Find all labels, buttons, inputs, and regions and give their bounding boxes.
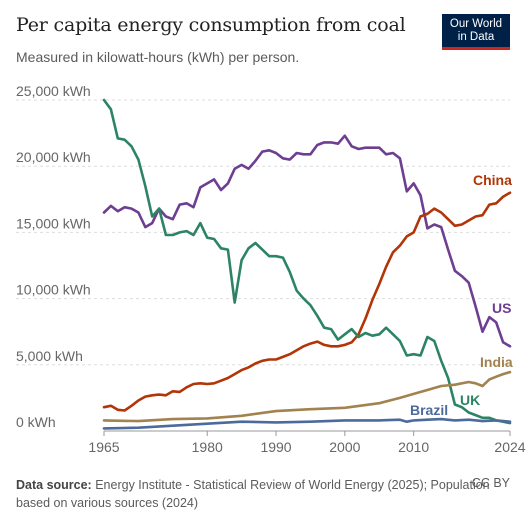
y-tick-label: 5,000 kWh <box>16 348 83 364</box>
logo-line-1: Our World <box>449 18 503 30</box>
x-tick-label: 2024 <box>494 439 525 455</box>
footer-source: Data source: Energy Institute - Statisti… <box>16 476 510 512</box>
x-tick-label: 1965 <box>88 439 119 455</box>
owid-logo[interactable]: Our World in Data <box>442 14 510 50</box>
logo-line-2: in Data <box>457 31 495 43</box>
source-text: Energy Institute - Statistical Review of… <box>16 478 490 510</box>
source-label: Data source: <box>16 478 92 492</box>
series-line-india[interactable] <box>102 370 512 423</box>
series-line-brazil[interactable] <box>102 417 512 430</box>
x-tick-label: 2000 <box>329 439 360 455</box>
series-lines <box>102 98 512 430</box>
series-label-china: China <box>473 172 512 188</box>
series-label-india: India <box>480 354 513 370</box>
series-label-uk: UK <box>460 392 480 408</box>
y-tick-label: 0 kWh <box>16 414 56 430</box>
x-tick-label: 1980 <box>192 439 223 455</box>
grid-lines <box>16 99 510 366</box>
series-labels: US China UK India Brazil <box>410 172 513 418</box>
y-tick-label: 20,000 kWh <box>16 149 91 165</box>
y-tick-label: 15,000 kWh <box>16 215 91 231</box>
y-tick-label: 10,000 kWh <box>16 282 91 298</box>
chart-subtitle: Measured in kilowatt-hours (kWh) per per… <box>16 49 300 65</box>
x-axis: 1965 1980 1990 2000 2010 2024 <box>88 430 526 455</box>
series-line-china[interactable] <box>102 191 512 412</box>
x-tick-label: 1990 <box>260 439 291 455</box>
x-tick-label: 2010 <box>398 439 429 455</box>
series-label-brazil: Brazil <box>410 402 448 418</box>
y-axis-labels: 0 kWh 5,000 kWh 10,000 kWh 15,000 kWh 20,000… <box>16 83 91 430</box>
y-tick-label: 25,000 kWh <box>16 83 91 99</box>
series-label-us: US <box>492 300 511 316</box>
series-line-uk[interactable] <box>102 98 512 425</box>
chart-title: Per capita energy consumption from coal <box>16 14 406 36</box>
license-link[interactable]: CC BY <box>471 476 510 490</box>
series-line-us[interactable] <box>102 134 512 348</box>
